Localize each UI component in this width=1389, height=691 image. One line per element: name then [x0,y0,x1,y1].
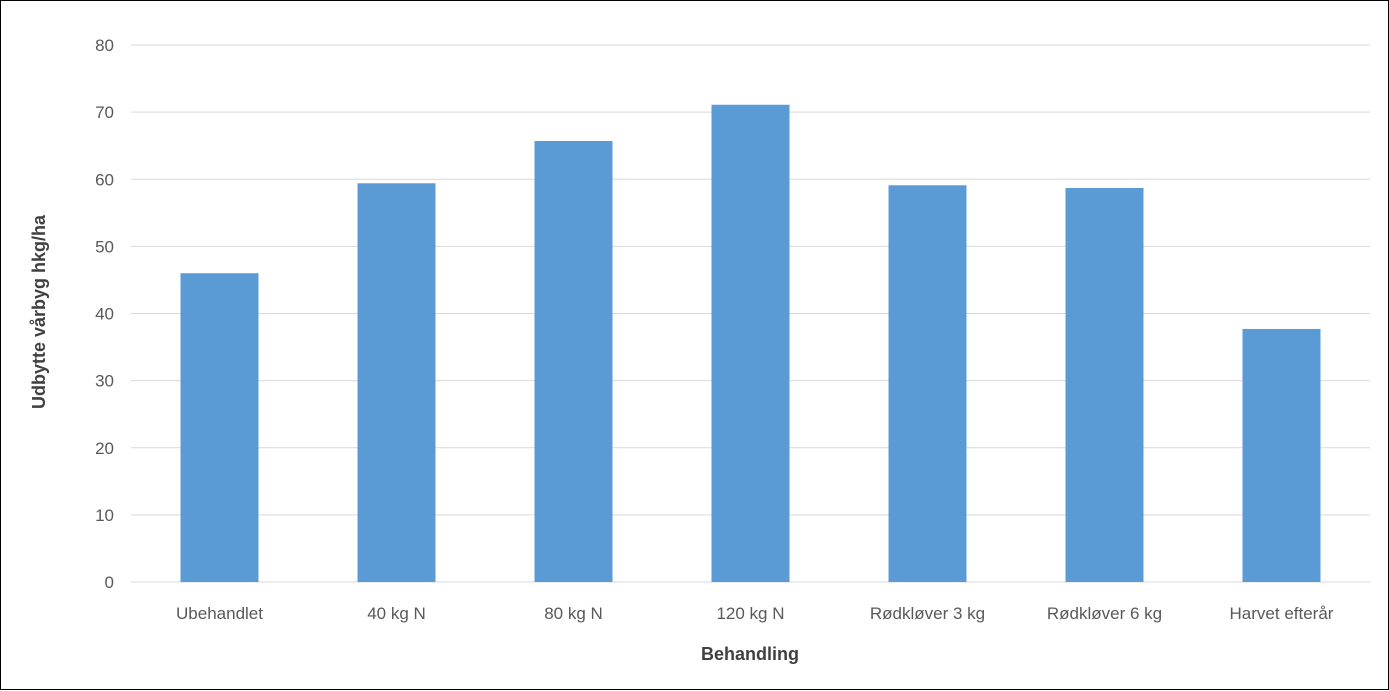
y-tick-label: 20 [95,439,114,458]
x-tick-label: 40 kg N [367,604,426,623]
x-tick-label: Harvet efterår [1230,604,1334,623]
bar [888,185,967,582]
bar [1242,328,1321,582]
bars [180,104,1321,583]
y-axis-title: Udbytte vårbyg hkg/ha [29,214,49,409]
bar [180,273,259,582]
y-tick-label: 60 [95,170,114,189]
x-axis-ticks: Ubehandlet 40 kg N 80 kg N 120 kg N Rødkløve… [176,604,1334,623]
y-tick-label: 70 [95,103,114,122]
bar [357,183,436,582]
x-tick-label: 120 kg N [716,604,784,623]
y-tick-label: 10 [95,506,114,525]
bar [1065,187,1144,582]
y-axis-ticks: 0 10 20 30 40 50 60 70 80 [95,36,114,592]
y-tick-label: 80 [95,36,114,55]
bar [534,140,613,582]
y-tick-label: 0 [105,573,114,592]
y-tick-label: 30 [95,372,114,391]
y-tick-label: 40 [95,305,114,324]
bar [711,104,790,583]
x-tick-label: 80 kg N [544,604,603,623]
x-tick-label: Rødkløver 6 kg [1047,604,1162,623]
x-axis-title: Behandling [701,644,799,664]
x-tick-label: Rødkløver 3 kg [870,604,985,623]
x-tick-label: Ubehandlet [176,604,263,623]
y-tick-label: 50 [95,237,114,256]
